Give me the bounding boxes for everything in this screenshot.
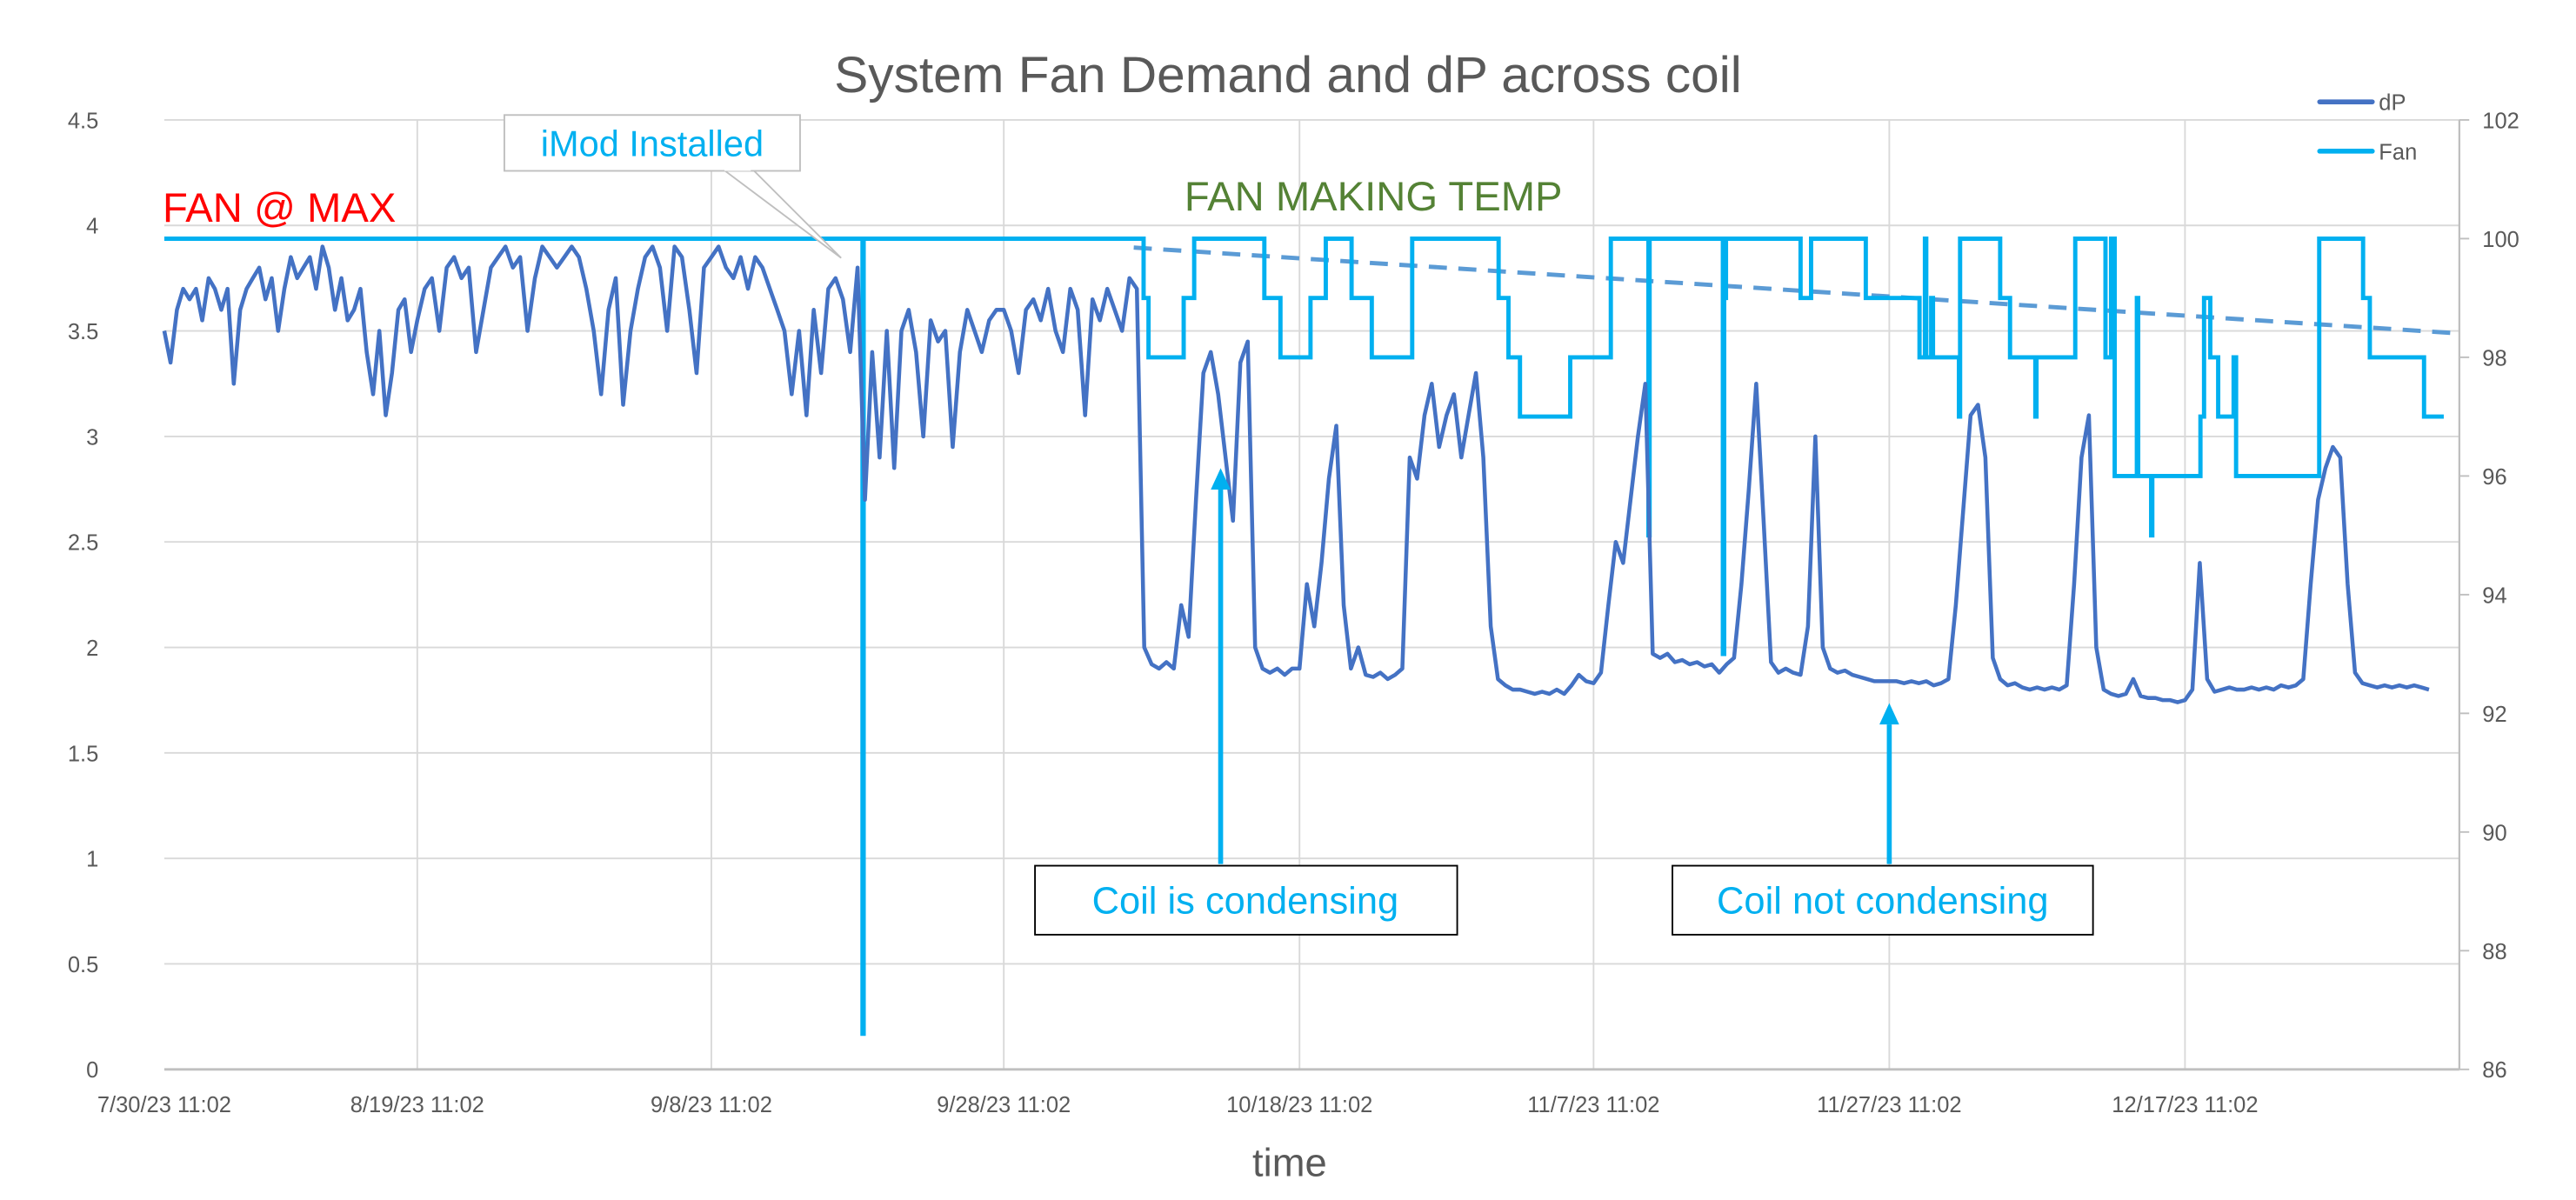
y-left-tick-label: 4	[86, 215, 98, 239]
coil-condensing-label: Coil is condensing	[1092, 880, 1399, 922]
x-tick-label: 7/30/23 11:02	[97, 1093, 231, 1117]
y-left-tick-label: 4.5	[68, 109, 98, 133]
y-left-tick-label: 0.5	[68, 953, 98, 977]
x-tick-label: 9/8/23 11:02	[651, 1093, 772, 1117]
arrow-up-icon	[1879, 703, 1899, 725]
series-line-fan	[164, 237, 2444, 1037]
y-left-tick-label: 1	[86, 848, 98, 872]
y-left-tick-label: 2	[86, 637, 98, 661]
y-right-tick-label: 96	[2482, 465, 2506, 490]
y-right-tick-label: 86	[2482, 1058, 2506, 1083]
legend-label-dp: dP	[2379, 91, 2406, 116]
arrow-up-icon	[1211, 468, 1231, 490]
y-right-tick-label: 98	[2482, 346, 2506, 370]
fan-making-temp-annotation: FAN MAKING TEMP	[1185, 174, 1563, 220]
x-tick-label: 12/17/23 11:02	[2112, 1093, 2258, 1117]
imod-installed-label: iMod Installed	[541, 123, 764, 163]
chart-title: System Fan Demand and dP across coil	[834, 47, 1741, 103]
x-tick-label: 11/27/23 11:02	[1817, 1093, 1961, 1117]
legend: dP Fan	[2317, 91, 2417, 164]
series-line-dp	[162, 244, 2430, 704]
coil-not-condensing-label: Coil not condensing	[1717, 880, 2049, 922]
legend-label-fan: Fan	[2379, 140, 2417, 164]
y-right-tick-label: 94	[2482, 583, 2506, 608]
y-right-tick-label: 100	[2482, 228, 2519, 252]
imod-installed-callout: iMod Installed	[503, 114, 842, 259]
gridlines	[164, 118, 2459, 1070]
y-left-tick-label: 0	[86, 1058, 98, 1083]
x-tick-label: 8/19/23 11:02	[350, 1093, 484, 1117]
x-tick-label: 11/7/23 11:02	[1527, 1093, 1659, 1117]
y-left-tick-label: 1.5	[68, 742, 98, 766]
fan-trendline	[1133, 245, 2461, 336]
coil-condensing-callout: Coil is condensing	[1034, 468, 1458, 936]
y-right-tick-label: 92	[2482, 703, 2506, 727]
x-axis-title: time	[1252, 1141, 1327, 1185]
fan-max-annotation: FAN @ MAX	[163, 185, 396, 231]
y-right-tick-label: 90	[2482, 821, 2506, 845]
coil-not-condensing-callout: Coil not condensing	[1672, 703, 2094, 936]
y-left-tick-label: 2.5	[68, 531, 98, 556]
x-tick-label: 9/28/23 11:02	[937, 1093, 1071, 1117]
y-right-tick-label: 102	[2482, 109, 2519, 133]
y-left-tick-label: 3.5	[68, 320, 98, 344]
y-right-tick-label: 88	[2482, 940, 2506, 964]
axis-ticks: 0 0.5 1 1.5 2 2.5 3 3.5 4 4.5 86 88 90 92 94 96 98 100 102…	[68, 109, 2519, 1117]
x-tick-label: 10/18/23 11:02	[1226, 1093, 1372, 1117]
y-left-tick-label: 3	[86, 425, 98, 450]
